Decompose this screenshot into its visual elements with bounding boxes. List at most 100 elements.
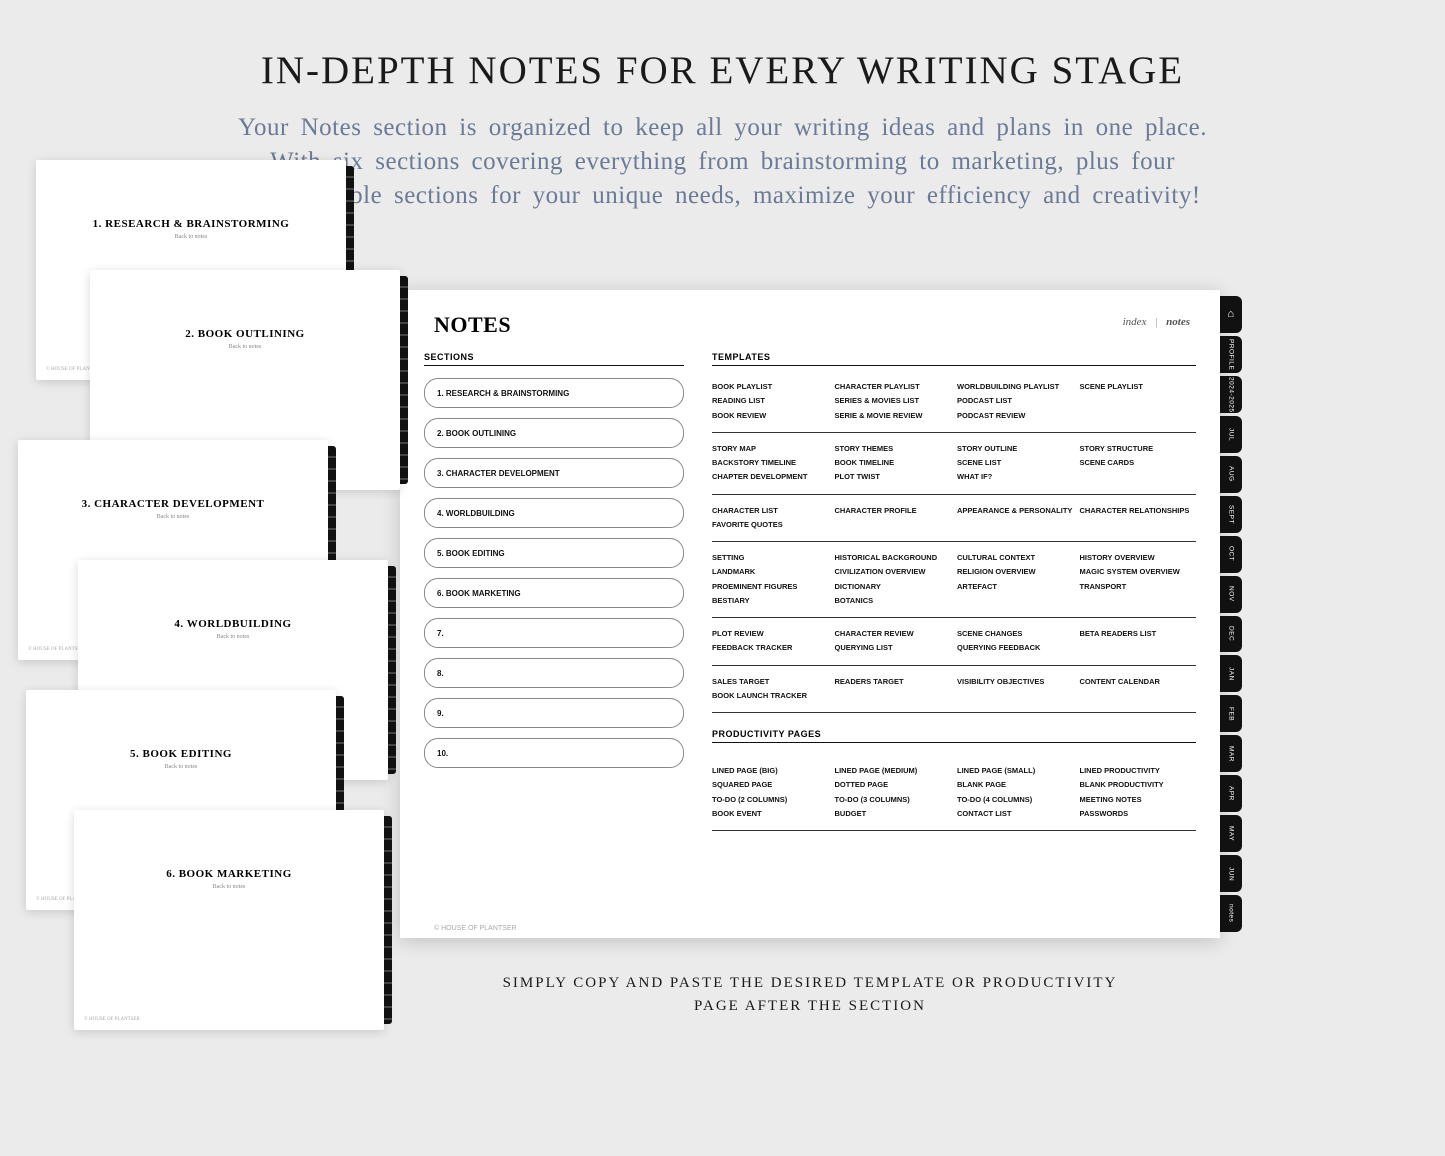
template-link[interactable]: SCENE CHANGES [957,627,1074,641]
template-link[interactable]: DICTIONARY [835,580,952,594]
template-link[interactable]: BOOK LAUNCH TRACKER [712,689,829,703]
side-tab[interactable]: FEB [1220,695,1242,732]
crumb-notes[interactable]: notes [1166,316,1190,328]
side-tab[interactable]: notes [1220,895,1242,932]
template-link[interactable]: BACKSTORY TIMELINE [712,456,829,470]
template-link[interactable]: CHARACTER PLAYLIST [835,380,952,394]
template-link[interactable]: WORLDBUILDING PLAYLIST [957,380,1074,394]
template-link[interactable]: QUERYING FEEDBACK [957,641,1074,655]
productivity-link[interactable]: LINED PAGE (SMALL) [957,764,1074,778]
template-link[interactable]: HISTORY OVERVIEW [1080,551,1197,565]
section-pill[interactable]: 7. [424,618,684,648]
section-pill[interactable]: 4. WORLDBUILDING [424,498,684,528]
productivity-link[interactable]: LINED PAGE (BIG) [712,764,829,778]
template-link[interactable]: FAVORITE QUOTES [712,518,829,532]
template-link[interactable]: CHAPTER DEVELOPMENT [712,470,829,484]
productivity-link[interactable]: BUDGET [835,807,952,821]
side-tab[interactable]: NOV [1220,576,1242,613]
productivity-link[interactable]: DOTTED PAGE [835,778,952,792]
template-link[interactable]: READING LIST [712,394,829,408]
section-pill[interactable]: 1. RESEARCH & BRAINSTORMING [424,378,684,408]
template-link[interactable]: QUERYING LIST [835,641,952,655]
template-link[interactable]: BETA READERS LIST [1080,627,1197,641]
productivity-link[interactable]: TO-DO (3 COLUMNS) [835,793,952,807]
template-link[interactable]: SCENE PLAYLIST [1080,380,1197,394]
side-tab[interactable]: OCT [1220,536,1242,573]
section-pill[interactable]: 5. BOOK EDITING [424,538,684,568]
template-link[interactable]: TRANSPORT [1080,580,1197,594]
side-tab[interactable]: PROFILE [1220,336,1242,373]
side-tab[interactable]: SEPT [1220,496,1242,533]
template-link[interactable]: SCENE LIST [957,456,1074,470]
productivity-link[interactable]: LINED PRODUCTIVITY [1080,764,1197,778]
side-tab[interactable]: MAR [1220,735,1242,772]
template-link[interactable]: CHARACTER LIST [712,504,829,518]
template-link[interactable]: LANDMARK [712,565,829,579]
productivity-link[interactable]: TO-DO (4 COLUMNS) [957,793,1074,807]
crumb-index[interactable]: index [1123,316,1147,328]
template-row: BESTIARY BOTANICS [712,594,1196,608]
template-link[interactable]: MAGIC SYSTEM OVERVIEW [1080,565,1197,579]
template-link[interactable]: SERIE & MOVIE REVIEW [835,409,952,423]
section-pill[interactable]: 9. [424,698,684,728]
template-link[interactable]: SCENE CARDS [1080,456,1197,470]
section-pill[interactable]: 10. [424,738,684,768]
template-link[interactable]: STORY THEMES [835,442,952,456]
template-link[interactable]: READERS TARGET [835,675,952,689]
template-link[interactable]: PLOT REVIEW [712,627,829,641]
productivity-link[interactable]: CONTACT LIST [957,807,1074,821]
side-tab[interactable]: JUL [1220,416,1242,453]
side-tab[interactable]: JUN [1220,855,1242,892]
productivity-link[interactable]: PASSWORDS [1080,807,1197,821]
template-link[interactable]: SERIES & MOVIES LIST [835,394,952,408]
bottom-instruction: SIMPLY COPY AND PASTE THE DESIRED TEMPLA… [400,972,1220,1017]
section-pill[interactable]: 3. CHARACTER DEVELOPMENT [424,458,684,488]
template-link[interactable]: WHAT IF? [957,470,1074,484]
side-tab[interactable]: 2024-2025 [1220,376,1242,413]
section-pill[interactable]: 8. [424,658,684,688]
template-link[interactable]: STORY MAP [712,442,829,456]
productivity-link[interactable]: BLANK PAGE [957,778,1074,792]
template-link[interactable]: BOOK TIMELINE [835,456,952,470]
template-link[interactable]: CONTENT CALENDAR [1080,675,1197,689]
productivity-link[interactable]: MEETING NOTES [1080,793,1197,807]
template-row: SETTING HISTORICAL BACKGROUND CULTURAL CON… [712,551,1196,565]
template-link[interactable]: CHARACTER RELATIONSHIPS [1080,504,1197,518]
template-link[interactable]: BOTANICS [835,594,952,608]
template-link[interactable]: CHARACTER PROFILE [835,504,952,518]
template-link[interactable]: PROEMINENT FIGURES [712,580,829,594]
template-link[interactable]: RELIGION OVERVIEW [957,565,1074,579]
template-link[interactable]: BOOK PLAYLIST [712,380,829,394]
template-link[interactable]: CIVILIZATION OVERVIEW [835,565,952,579]
template-link[interactable]: CULTURAL CONTEXT [957,551,1074,565]
template-link[interactable]: STORY OUTLINE [957,442,1074,456]
template-link[interactable]: PODCAST LIST [957,394,1074,408]
template-link[interactable]: HISTORICAL BACKGROUND [835,551,952,565]
template-link[interactable]: BESTIARY [712,594,829,608]
side-tab[interactable]: MAY [1220,815,1242,852]
template-link[interactable]: VISIBILITY OBJECTIVES [957,675,1074,689]
template-link[interactable]: PLOT TWIST [835,470,952,484]
template-link[interactable]: ARTEFACT [957,580,1074,594]
productivity-link[interactable]: SQUARED PAGE [712,778,829,792]
template-link[interactable]: PODCAST REVIEW [957,409,1074,423]
template-link[interactable]: STORY STRUCTURE [1080,442,1197,456]
template-link[interactable]: FEEDBACK TRACKER [712,641,829,655]
template-link[interactable]: BOOK REVIEW [712,409,829,423]
section-pill[interactable]: 2. BOOK OUTLINING [424,418,684,448]
productivity-link[interactable]: BOOK EVENT [712,807,829,821]
template-link[interactable]: SALES TARGET [712,675,829,689]
template-link[interactable]: SETTING [712,551,829,565]
tab-home-icon[interactable]: ⌂ [1220,296,1242,333]
productivity-link[interactable]: TO-DO (2 COLUMNS) [712,793,829,807]
template-link[interactable]: APPEARANCE & PERSONALITY [957,504,1074,518]
side-tab[interactable]: DEC [1220,616,1242,653]
productivity-link[interactable]: LINED PAGE (MEDIUM) [835,764,952,778]
template-link[interactable]: CHARACTER REVIEW [835,627,952,641]
card-title: 3. CHARACTER DEVELOPMENT [18,498,328,510]
productivity-link[interactable]: BLANK PRODUCTIVITY [1080,778,1197,792]
side-tab[interactable]: APR [1220,775,1242,812]
side-tab[interactable]: JAN [1220,655,1242,692]
side-tab[interactable]: AUG [1220,456,1242,493]
section-pill[interactable]: 6. BOOK MARKETING [424,578,684,608]
